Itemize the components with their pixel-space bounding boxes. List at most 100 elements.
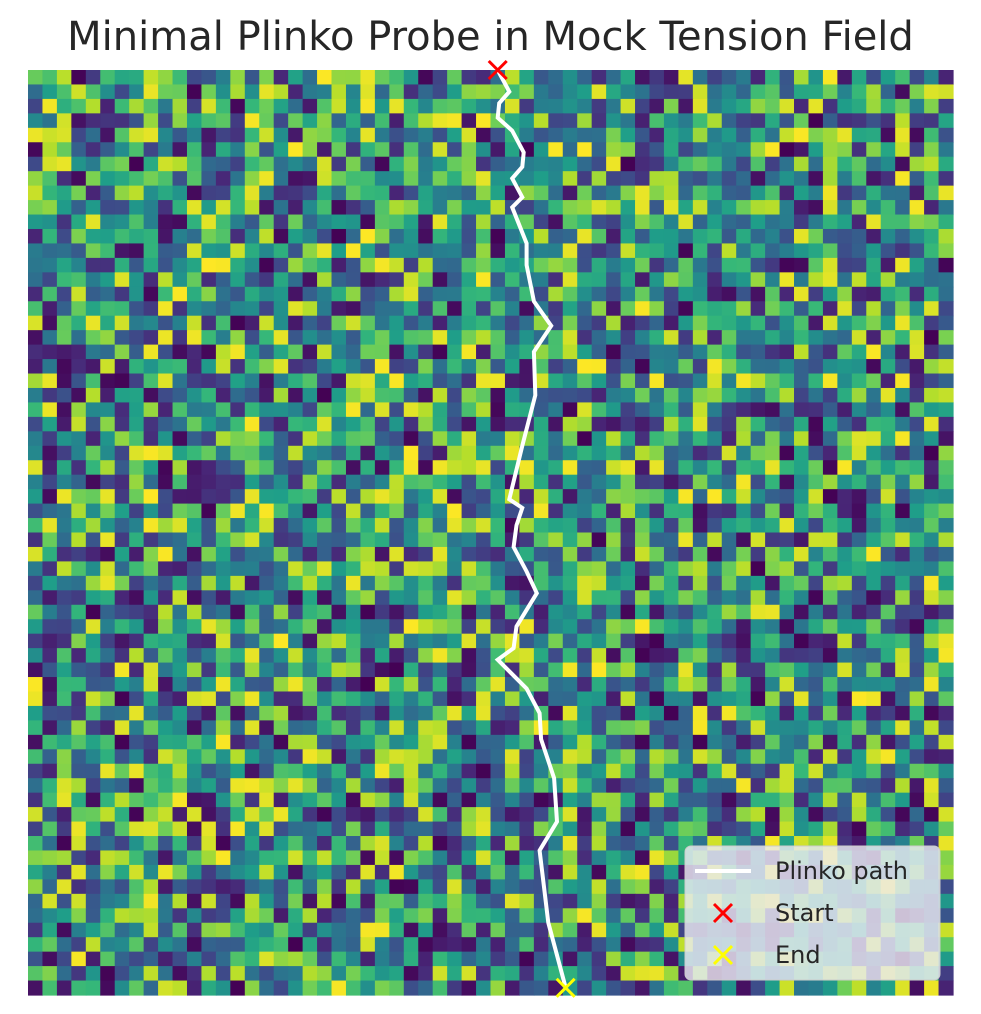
heatmap-cell [938,344,954,360]
heatmap-cell [678,228,694,245]
heatmap-cell [374,301,390,317]
heatmap-cell [345,792,362,808]
heatmap-cell [808,387,824,404]
heatmap-cell [273,691,289,707]
heatmap-cell [114,546,130,563]
heatmap-cell [822,980,838,996]
heatmap-cell [447,315,463,331]
heatmap-cell [779,402,795,418]
heatmap-cell [606,705,622,721]
heatmap-cell [533,243,549,259]
heatmap-cell [418,821,434,837]
heatmap-cell [490,416,506,432]
heatmap-cell [635,460,651,476]
heatmap-cell [158,532,174,548]
heatmap-cell [562,373,578,389]
heatmap-cell [288,648,304,664]
heatmap-cell [909,662,925,678]
heatmap-cell [172,648,188,664]
heatmap-cell [215,821,231,837]
heatmap-cell [143,561,159,577]
heatmap-cell [533,70,549,86]
heatmap-cell [504,113,521,129]
heatmap-cell [476,590,492,606]
heatmap-cell [56,720,72,736]
heatmap-cell [100,763,116,779]
heatmap-cell [71,518,87,534]
heatmap-cell [129,257,145,273]
heatmap-cell [866,286,882,302]
heatmap-cell [736,171,752,187]
heatmap-cell [186,474,203,490]
heatmap-cell [938,532,954,548]
heatmap-cell [418,84,434,100]
heatmap-cell [360,677,376,693]
heatmap-cell [519,70,535,86]
heatmap-cell [158,705,174,721]
heatmap-cell [461,619,477,635]
heatmap-cell [129,142,145,158]
heatmap-cell [721,807,737,823]
heatmap-cell [548,850,564,866]
heatmap-cell [692,980,708,996]
heatmap-cell [129,228,145,245]
heatmap-cell [172,749,188,765]
heatmap-cell [85,315,101,331]
heatmap-cell [678,792,694,808]
heatmap-cell [721,546,737,563]
heatmap-cell [721,127,737,143]
heatmap-cell [461,561,477,577]
heatmap-cell [42,792,58,808]
heatmap-cell [461,431,477,447]
heatmap-cell [663,662,679,678]
heatmap-cell [215,604,231,620]
heatmap-cell [244,922,260,938]
heatmap-cell [345,359,362,375]
heatmap-cell [418,937,434,953]
heatmap-cell [895,518,911,534]
heatmap-cell [577,402,593,418]
heatmap-cell [230,431,246,447]
heatmap-cell [663,763,679,779]
heatmap-cell [345,662,362,678]
heatmap-cell [114,922,130,938]
heatmap-cell [620,301,636,317]
heatmap-cell [620,200,636,216]
heatmap-cell [794,315,810,331]
heatmap-cell [692,315,708,331]
heatmap-cell [389,677,405,693]
heatmap-cell [591,373,607,389]
heatmap-cell [635,619,651,635]
heatmap-cell [490,619,506,635]
heatmap-cell [924,200,940,216]
heatmap-cell [577,966,593,982]
heatmap-cell [504,98,521,114]
heatmap-cell [331,821,347,837]
heatmap-cell [721,633,737,649]
heatmap-cell [172,98,188,114]
heatmap-cell [158,489,174,505]
heatmap-cell [114,387,130,404]
heatmap-cell [591,518,607,534]
heatmap-cell [172,142,188,158]
heatmap-cell [360,937,376,953]
heatmap-cell [880,286,896,302]
heatmap-cell [259,604,275,620]
heatmap-cell [345,836,362,852]
heatmap-cell [562,720,578,736]
heatmap-cell [808,980,824,996]
heatmap-cell [895,503,911,519]
heatmap-cell [100,84,116,100]
heatmap-cell [866,489,882,505]
heatmap-cell [100,416,116,432]
heatmap-cell [85,185,101,201]
heatmap-cell [215,200,231,216]
heatmap-cell [215,966,231,982]
heatmap-cell [837,778,853,794]
heatmap-cell [244,951,260,967]
heatmap-cell [765,705,781,721]
heatmap-cell [533,575,549,591]
heatmap-cell [461,257,477,273]
heatmap-cell [418,330,434,346]
heatmap-cell [158,315,174,331]
